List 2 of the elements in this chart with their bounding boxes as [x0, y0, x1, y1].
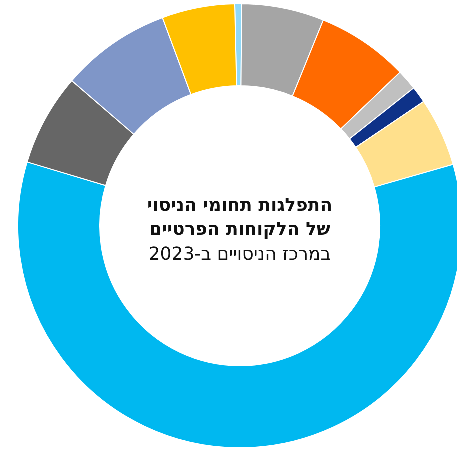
text: במרכז הניסויים ב-2023 [148, 242, 332, 266]
text: התפלגות תחומי הניסוי של הלקוחות הפרטיים [146, 194, 334, 242]
